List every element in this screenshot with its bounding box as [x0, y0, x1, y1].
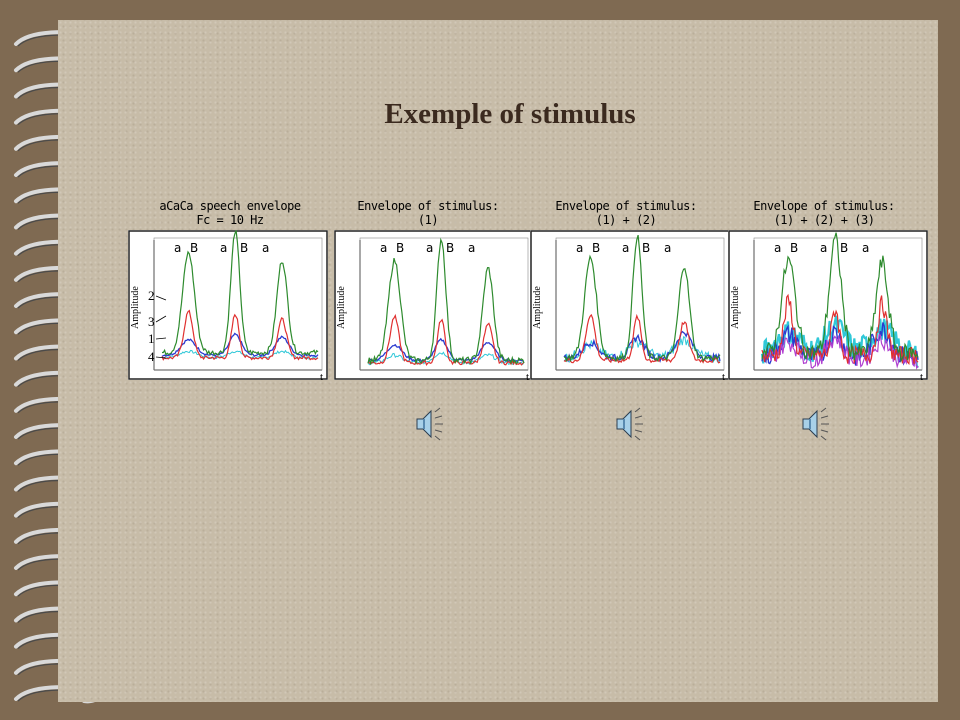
panel-3-title: Envelope of stimulus: (1) + (2)	[516, 199, 736, 227]
curve-2-green	[761, 232, 919, 363]
curve-number-label: 1	[148, 331, 155, 346]
panel-2-title-line-2: (1)	[417, 213, 439, 227]
plot-area	[359, 237, 529, 371]
chart-frame	[128, 230, 328, 380]
y-axis-label: Amplitude	[730, 286, 741, 329]
curve-1-blue	[563, 330, 721, 364]
x-axis-label: t	[526, 371, 529, 380]
panel-4-title: Envelope of stimulus: (1) + (2) + (3)	[714, 199, 934, 227]
syllable-label: B	[642, 241, 650, 255]
speaker-icon[interactable]	[414, 406, 450, 442]
curve-4-cyan	[161, 349, 319, 360]
syllable-label: B	[396, 241, 404, 255]
syllable-label: a	[820, 241, 827, 255]
plot-area	[555, 237, 725, 371]
x-axis-label: t	[920, 371, 923, 380]
curve-2-green	[367, 237, 525, 366]
curve-2-green	[563, 234, 721, 363]
syllable-label: B	[592, 241, 600, 255]
curve-number-label: 4	[148, 349, 155, 364]
slide-title: Exemple of stimulus	[384, 98, 636, 130]
panel-2-title: Envelope of stimulus: (1)	[318, 199, 538, 227]
syllable-label: B	[790, 241, 798, 255]
syllable-label: a	[622, 241, 629, 255]
syllable-label: a	[862, 241, 869, 255]
curve-number-label: 3	[148, 314, 155, 329]
plot-area	[753, 237, 923, 371]
syllable-label: B	[240, 241, 248, 255]
syllable-label: a	[664, 241, 671, 255]
panel-1-title-line-2: Fc = 10 Hz	[196, 213, 264, 227]
syllable-label: a	[380, 241, 387, 255]
curve-number-label: 2	[148, 288, 155, 303]
plot-area	[153, 237, 323, 371]
curve-3-red	[563, 313, 721, 364]
curve-pointer-line	[155, 315, 167, 323]
syllable-label: B	[840, 241, 848, 255]
syllable-label: a	[468, 241, 475, 255]
panel-1-title: aCaCa speech envelope Fc = 10 Hz	[120, 199, 340, 227]
panel-3-title-line-1: Envelope of stimulus:	[555, 199, 697, 213]
curve-3-red	[367, 313, 525, 367]
x-axis-label: t	[722, 371, 725, 380]
syllable-label: a	[426, 241, 433, 255]
curve-3-red	[161, 309, 319, 361]
syllable-label: a	[174, 241, 181, 255]
curve-3-red	[761, 293, 919, 366]
x-axis-label: t	[320, 371, 323, 380]
curve-2-green	[162, 230, 319, 357]
panel-3-title-line-2: (1) + (2)	[595, 213, 657, 227]
y-axis-label: Amplitude	[336, 286, 347, 329]
y-axis-label: Amplitude	[532, 286, 543, 329]
syllable-label: a	[576, 241, 583, 255]
curve-pointer-line	[155, 295, 167, 301]
curve-pointer-line	[155, 356, 167, 359]
speaker-icon[interactable]	[800, 406, 836, 442]
syllable-label: a	[220, 241, 227, 255]
curve-4-cyan	[760, 315, 919, 369]
syllable-label: B	[190, 241, 198, 255]
syllable-label: a	[774, 241, 781, 255]
curve-pointer-line	[155, 337, 167, 340]
panel-4-title-line-2: (1) + (2) + (3)	[773, 213, 875, 227]
syllable-label: a	[262, 241, 269, 255]
panel-2-title-line-1: Envelope of stimulus:	[357, 199, 499, 213]
syllable-label: B	[446, 241, 454, 255]
panel-1-title-line-1: aCaCa speech envelope	[159, 199, 301, 213]
y-axis-label: Amplitude	[130, 286, 141, 329]
speaker-icon[interactable]	[614, 406, 650, 442]
panel-4-title-line-1: Envelope of stimulus:	[753, 199, 895, 213]
curve-5-magenta	[761, 334, 919, 370]
chart-frame	[728, 230, 928, 380]
